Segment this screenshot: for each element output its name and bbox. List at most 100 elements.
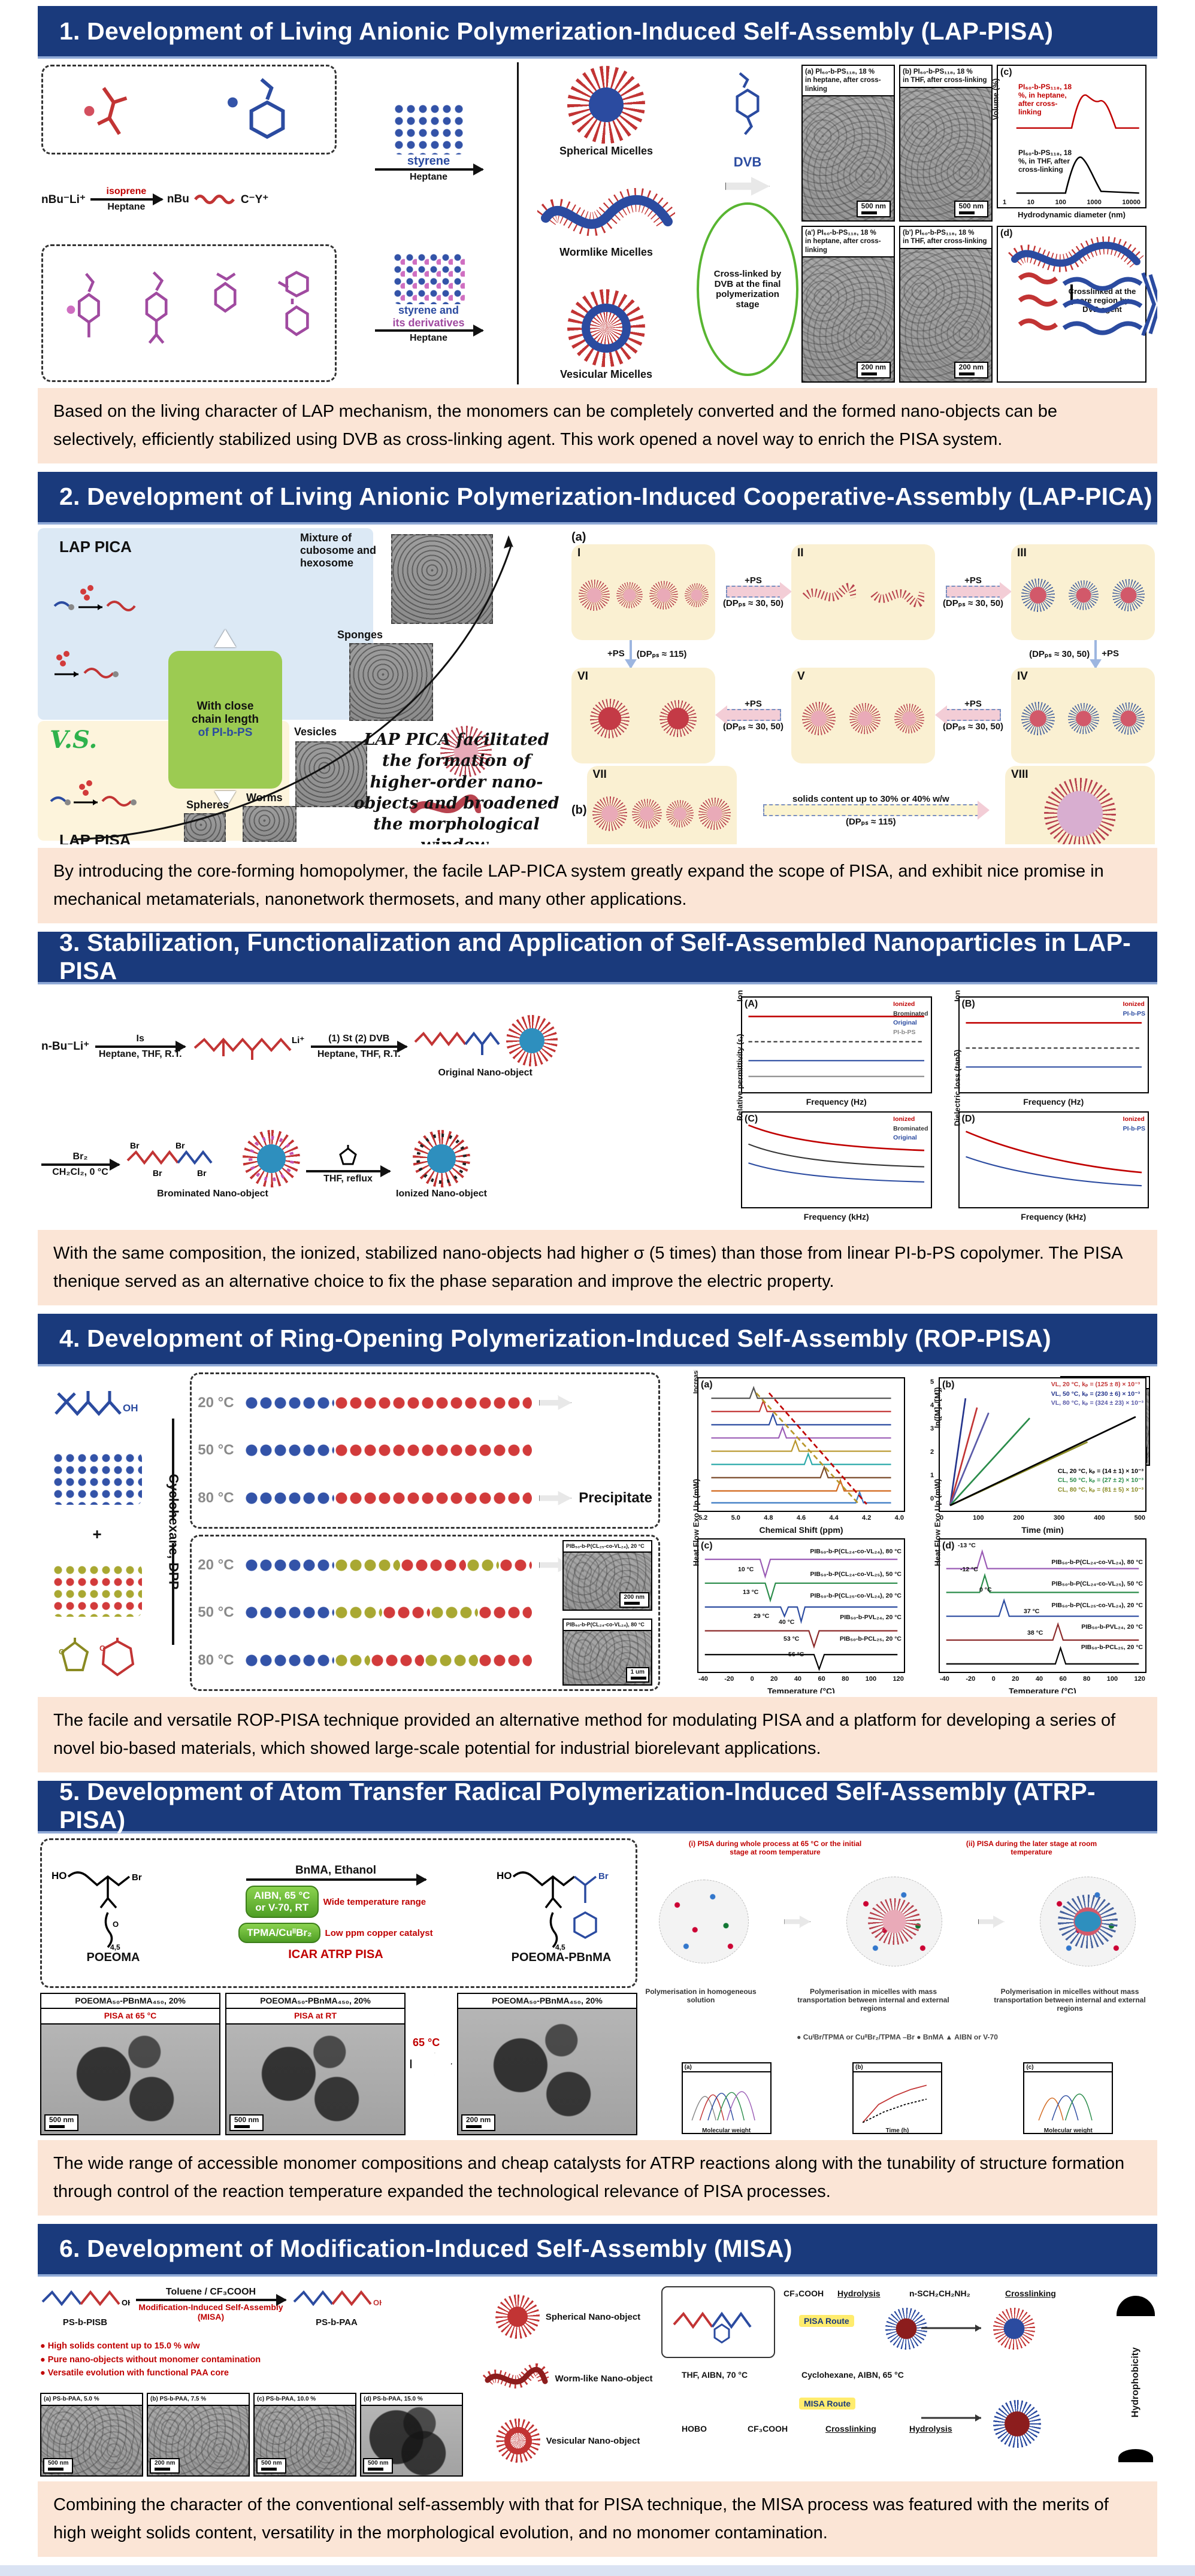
block-copolymer-card [661,2286,775,2358]
temp-50: 50 °C [198,1442,234,1459]
section3-summary-text: With the same composition, the ionized, … [53,1243,1123,1291]
original-nano-object-icon [506,1014,558,1066]
route1-label: styrene [407,154,450,168]
section3-title: 3. Stabilization, Functionalization and … [59,928,1131,984]
cubosome-thumb [391,534,493,624]
lap-pica-label: LAP PICA [59,537,132,556]
derivative-structure-icon [214,272,237,313]
mw-mini-chart: (c) Molecular weight [1023,2062,1114,2134]
arrow-V-VI: +PS (DPₚₛ ≈ 30, 50) [723,699,783,732]
arrow-II-III: +PS (DPₚₛ ≈ 30, 50) [943,575,1012,608]
dsc-c-peak2: 13 °C [743,1588,759,1596]
misa-tem-b-caption: (b) PS-b-PAA, 7.5 % [150,2395,207,2402]
svg-text:Br: Br [197,1168,207,1178]
nmr-xtick: 4.2 [862,1514,872,1522]
low-ppm-note: Low ppm copper catalyst [325,1928,433,1938]
tem-copoly-20-scale: 200 nm [624,1593,645,1601]
ps-paa-structure-icon: OH [293,2290,382,2307]
spherical-nano-label: Spherical Nano-object [545,2311,641,2322]
dsc-d-xtick: 120 [1134,1675,1145,1683]
svg-text:Br: Br [130,1141,140,1150]
dsc-d-peak4: 37 °C [1024,1607,1040,1615]
wormlike-micelle-icon [537,188,675,237]
svg-text:Br: Br [598,1871,609,1881]
route2-arrow [374,324,484,337]
initiator-label: n-Bu⁻Li⁺ [41,1040,90,1053]
vesicular-nano-item: Vesicular Nano-object [495,2419,640,2463]
dls-tag: (c) [1000,67,1012,77]
plot-B: (B) Ion conductivity (σ, S/cm) Ionized P… [952,988,1149,1107]
dsc-c-curve3: PIB₅₀-b-P(CL₂₅-co-VL₂₄), 20 °C [810,1592,901,1599]
tem-a2-cond: in heptane, after cross-linking [805,238,881,254]
arrow4-bottom: THF, reflux [323,1173,373,1184]
plot-B-xlabel: Frequency (Hz) [1023,1096,1084,1107]
legend-ionized: Ionized [893,1115,915,1123]
plot-C-tag: (C) [745,1113,758,1124]
tem-copoly-20: PIB₅₀-b-P(CL₂₅-co-VL₂₄), 20 °C 200 nm [562,1539,652,1611]
worm-nano-item: Worm-like Nano-object [483,2363,653,2395]
wormlike-micelle-item: Wormlike Micelles [537,188,675,259]
vesicle-doodle-icon [440,725,492,777]
legend-ionized: Ionized [1123,1000,1145,1008]
nmr-xtick: 5.2 [698,1514,708,1522]
mini-a-xlabel: Molecular weight [702,2127,751,2134]
section4-summary-text: The facile and versatile ROP-PISA techni… [53,1710,1116,1758]
polyisoprenyl-lithium-icon: Li⁺ [193,1035,305,1060]
legend-ionized: Ionized [1123,1115,1145,1123]
plus-ps: +PS [745,699,762,710]
isobutylene-dots [52,1452,143,1505]
worm-doodle-icon [410,794,481,813]
dsc-c-xtick: 60 [818,1675,825,1683]
solids-content-label: solids content up to 30% or 40% w/w [792,794,949,805]
kin-xtick: 0 [940,1514,944,1522]
misa-tem-a-caption: (a) PS-b-PAA, 5.0 % [44,2395,99,2402]
panel-IV: IV [1011,667,1155,763]
pill1-line2: or V-70, RT [255,1902,309,1914]
pica-reaction-doodle [53,584,136,611]
vesicular-micelle-label: Vesicular Micelles [559,368,653,380]
poeoma-structure-icon: HO Br O 4,5 [52,1870,142,1951]
roman-IV: IV [1017,669,1028,683]
kin-leg-3: VL, 80 °C, kₚ = (324 ± 23) × 10⁻³ [1051,1399,1143,1407]
nmr-tag: (a) [701,1379,713,1390]
section6-title: 6. Development of Modification-Induced S… [59,2235,792,2263]
kin-leg-5: CL, 50 °C, kₚ = (27 ± 2) × 10⁻³ [1057,1477,1143,1484]
pill1-line1: AIBN, 65 °C [253,1890,310,1902]
cyclohexane-aibn-label: Cyclohexane, AIBN, 65 °C [801,2369,904,2380]
svg-text:OH: OH [373,2298,382,2307]
homogeneous-solution-icon [658,1880,749,1964]
crosslink-schematic-panel: (d) Crosslinked at the core region by DV… [997,226,1157,383]
dsc-c-xtick: -40 [698,1675,708,1683]
cf3cooh-bottom-label: CF₃COOH [748,2423,788,2433]
svg-text:O: O [99,1644,105,1653]
mini-b-xlabel: Time (h) [885,2127,909,2134]
pib-oh-structure-icon: OH [55,1390,138,1416]
crosslink-note-oval: Cross-linked by DVB at the final polymer… [697,202,798,376]
tem2-scale: 500 nm [234,2115,259,2124]
tem-after-65: POEOMA₅₀-PBnMA₄₅₀, 20% 200 nm [457,1992,637,2135]
arrow1-top: Is [136,1033,144,1044]
dvb-structure-icon [736,72,760,135]
initiator-label: nBu⁻Li⁺ [41,193,86,206]
hydrophobicity-scale: Hydrophobicity [1117,2280,1155,2478]
panel-III: III [1011,544,1155,640]
dsc-c-curve2: PIB₅₀-b-P(CL₂₄-co-VL₂₅), 50 °C [810,1570,901,1578]
svg-text:O: O [113,1920,119,1929]
hobo-label: HOBO [682,2423,707,2433]
kin-leg-6: CL, 80 °C, kₚ = (81 ± 5) × 10⁻³ [1057,1486,1143,1494]
svg-text:Br: Br [176,1141,185,1150]
tem3-scale: 200 nm [466,2115,491,2124]
dsc-d-xtick: 60 [1059,1675,1067,1683]
tem3-caption: POEOMA₅₀-PBnMA₄₅₀, 20% [492,1995,603,2005]
hydrophobicity-label: Hydrophobicity [1130,2347,1140,2418]
dsc-d-xtick: -40 [940,1675,949,1683]
tem-copoly-80-scale: 1 um [630,1668,645,1675]
tem-panel-a2: (a') PI₆₀-b-PS₁₁₈, 18 % in heptane, after… [801,226,895,383]
nmr-traces [711,1386,891,1505]
poeoma-label: POEOMA [86,1951,140,1965]
svg-text:Br: Br [153,1168,162,1178]
tem-a-scalebar: 500 nm [861,201,886,210]
tem-b2-tag: (b') [903,229,913,237]
solvent-label: Cyclohexane, DPP [166,1474,181,1590]
dsc-c-tag: (c) [701,1540,713,1551]
